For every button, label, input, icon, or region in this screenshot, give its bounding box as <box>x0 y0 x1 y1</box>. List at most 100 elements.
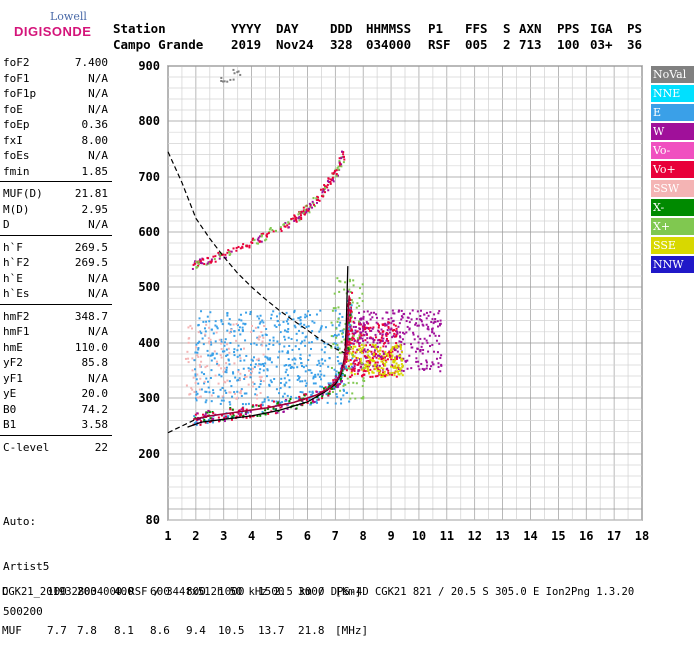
echo-point-f-trace <box>266 407 269 410</box>
echo-point-w <box>358 358 361 361</box>
echo-point-ssw <box>215 360 218 363</box>
echo-point-e <box>338 378 341 381</box>
echo-point-vo+ <box>376 322 379 325</box>
echo-point-vo+ <box>395 333 398 336</box>
echo-point-w <box>439 370 442 373</box>
echo-point-sse <box>401 366 404 369</box>
echo-point-ssw <box>221 395 224 398</box>
echo-point-f-trace <box>343 368 346 371</box>
echo-point-e <box>234 376 237 379</box>
echo-point-x+ <box>348 280 351 283</box>
echo-point-e <box>259 368 262 371</box>
echo-point-f-trace <box>289 398 292 401</box>
echo-point-sse <box>382 367 385 370</box>
param-value: N/A <box>88 71 108 85</box>
echo-point-f-trace <box>310 401 313 404</box>
echo-point-ssw <box>203 380 206 383</box>
echo-point-second-hop <box>316 195 319 198</box>
echo-point-e <box>338 362 341 365</box>
echo-point-w <box>353 321 356 324</box>
echo-point-x+ <box>361 300 364 303</box>
echo-point-vo+ <box>350 374 353 377</box>
echo-point-second-hop <box>195 261 198 264</box>
echo-point-sse <box>359 357 362 360</box>
echo-point-vo+ <box>381 350 384 353</box>
echo-point-e <box>324 326 327 329</box>
echo-point-second-hop <box>272 230 275 233</box>
header-value-day: Nov24 <box>276 37 314 52</box>
echo-point-second-hop <box>309 206 312 209</box>
echo-point-w <box>390 327 393 330</box>
echo-point-e <box>320 325 323 328</box>
echo-point-x+ <box>343 288 346 291</box>
echo-point-w <box>423 368 426 371</box>
echo-point-e <box>287 358 290 361</box>
x-tick-label: 17 <box>607 529 621 543</box>
echo-point-f-trace <box>240 411 243 414</box>
echo-point-w <box>416 310 419 313</box>
echo-point-e <box>312 377 315 380</box>
echo-point-f-trace <box>328 392 331 395</box>
echo-point-second-hop <box>307 209 310 212</box>
echo-point-w <box>438 324 441 327</box>
echo-point-e <box>224 389 227 392</box>
echo-point-second-hop <box>213 258 216 261</box>
echo-point-f-trace <box>297 398 300 401</box>
echo-point-f-trace <box>196 412 199 415</box>
echo-point-ssw <box>185 384 188 387</box>
echo-point-x+ <box>351 354 354 357</box>
echo-point-f-trace <box>349 310 352 313</box>
echo-point-noval <box>220 76 223 79</box>
echo-point-x+ <box>330 346 333 349</box>
echo-point-e <box>209 311 212 314</box>
header-value-station: Campo Grande <box>113 37 204 52</box>
echo-point-sse <box>383 370 386 373</box>
echo-point-w <box>364 350 367 353</box>
echo-point-vo+ <box>378 338 381 341</box>
echo-point-sse <box>393 361 396 364</box>
echo-point-second-hop <box>208 262 211 265</box>
echo-point-e <box>280 377 283 380</box>
echo-point-f-trace <box>255 404 258 407</box>
echo-point-e <box>214 324 217 327</box>
x-tick-label: 3 <box>220 529 227 543</box>
echo-point-e <box>283 377 286 380</box>
scaled-parameters-panel: foF2 7.400 foF1 N/A foF1p N/A foE N/A foEp 0.36 fx… <box>0 56 112 456</box>
echo-point-sse <box>398 366 401 369</box>
echo-point-ssw <box>249 373 252 376</box>
echo-point-second-hop <box>227 249 230 252</box>
echo-point-e <box>286 318 289 321</box>
echo-point-e <box>244 403 247 406</box>
param-row-fxi: fxI 8.00 <box>0 134 112 150</box>
echo-point-w <box>382 337 385 340</box>
param-label: hmF2 <box>3 309 30 323</box>
echo-point-e <box>225 348 228 351</box>
echo-point-w <box>432 363 435 366</box>
echo-point-e <box>293 309 296 312</box>
echo-point-sse <box>379 346 382 349</box>
echo-point-e <box>294 345 297 348</box>
echo-point-e <box>279 382 282 385</box>
echo-point-ssw <box>257 364 260 367</box>
echo-point-e <box>209 354 212 357</box>
echo-point-w <box>440 363 443 366</box>
echo-point-x+ <box>362 395 365 398</box>
echo-point-w <box>420 309 423 312</box>
echo-point-second-hop <box>295 219 298 222</box>
echo-point-ssw <box>239 378 242 381</box>
echo-point-second-hop <box>229 252 232 255</box>
x-tick-label: 7 <box>332 529 339 543</box>
echo-point-f-trace <box>351 291 354 294</box>
echo-point-e <box>210 343 213 346</box>
echo-point-e <box>331 324 334 327</box>
echo-point-second-hop <box>305 208 308 211</box>
echo-point-e <box>320 373 323 376</box>
echo-point-e <box>206 349 209 352</box>
echo-point-w <box>434 318 437 321</box>
echo-point-e <box>257 326 260 329</box>
header-label-hhmmss: HHMMSS <box>366 21 412 36</box>
echo-point-sse <box>371 343 374 346</box>
echo-point-vo+ <box>359 333 362 336</box>
echo-point-sse <box>355 350 358 353</box>
echo-point-e <box>232 372 235 375</box>
